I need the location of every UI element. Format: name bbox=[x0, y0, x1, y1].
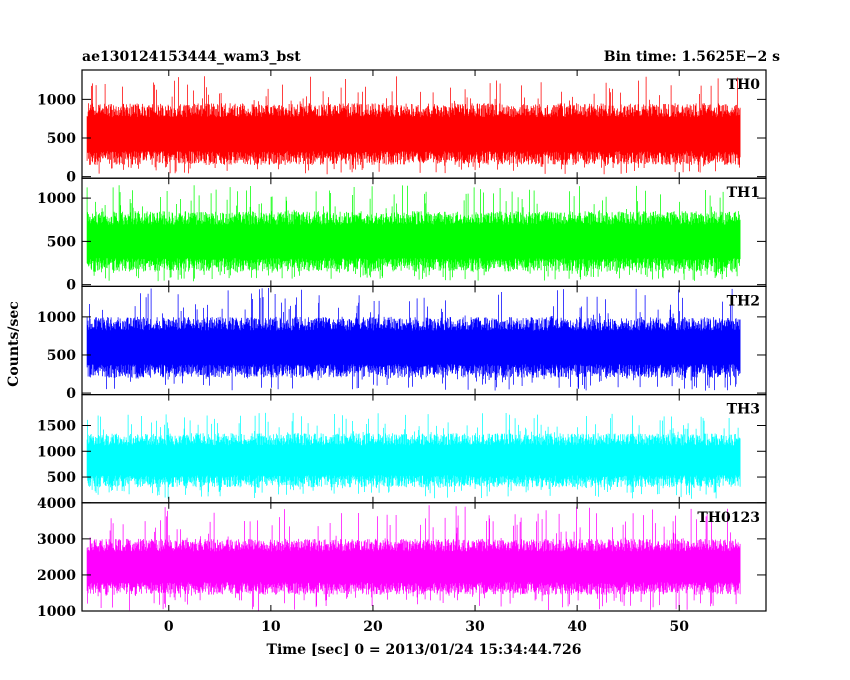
series-label-th0123: TH0123 bbox=[697, 510, 760, 526]
y-tick-label: 1000 bbox=[37, 191, 76, 207]
y-tick-label: 1000 bbox=[37, 444, 76, 460]
y-tick-label: 500 bbox=[47, 470, 76, 486]
y-axis-title: Counts/sec bbox=[6, 301, 22, 387]
y-tick-label: 0 bbox=[66, 170, 76, 186]
series-trace-th0 bbox=[86, 76, 741, 175]
panel-th1: 0 500 1000 TH1 bbox=[37, 177, 767, 294]
y-tick-label: 0 bbox=[66, 278, 76, 294]
x-tick-label: 50 bbox=[669, 619, 689, 635]
x-tick-label: 20 bbox=[363, 619, 383, 635]
y-tick-label: 2000 bbox=[37, 568, 76, 584]
series-trace-th1 bbox=[86, 185, 741, 282]
panel-th2: 0 500 1000 TH2 bbox=[37, 285, 767, 402]
panel-th3: 500 1000 1500 TH3 bbox=[37, 394, 767, 504]
x-tick-label: 40 bbox=[567, 619, 587, 635]
y-tick-label: 1000 bbox=[37, 92, 76, 108]
y-tick-label: 0 bbox=[66, 386, 76, 402]
y-tick-label: 1000 bbox=[37, 604, 76, 620]
plot-title: ae130124153444_wam3_bst bbox=[82, 49, 301, 65]
series-label-th1: TH1 bbox=[727, 185, 760, 201]
series-trace-th0123 bbox=[86, 505, 741, 611]
panel-frame bbox=[81, 502, 767, 612]
y-tick-label: 3000 bbox=[37, 532, 76, 548]
x-axis-title: Time [sec] 0 = 2013/01/24 15:34:44.726 bbox=[267, 642, 582, 658]
x-tick-label: 30 bbox=[465, 619, 485, 635]
x-tick-label: 10 bbox=[261, 619, 281, 635]
panel-th0123: 1000 2000 3000 4000 TH0123 bbox=[37, 496, 767, 620]
y-tick-label: 500 bbox=[47, 348, 76, 364]
x-tick-label: 0 bbox=[164, 619, 174, 635]
series-label-th3: TH3 bbox=[727, 402, 760, 418]
panel-th0: 0 500 1000 TH0 bbox=[37, 69, 767, 186]
y-tick-label: 4000 bbox=[37, 496, 76, 512]
series-trace-th2 bbox=[86, 288, 741, 391]
y-tick-label: 500 bbox=[47, 234, 76, 250]
y-tick-label: 1000 bbox=[37, 310, 76, 326]
y-tick-label: 1500 bbox=[37, 419, 76, 435]
bin-time-label: Bin time: 1.5625E−2 s bbox=[604, 49, 780, 65]
y-tick-label: 500 bbox=[47, 131, 76, 147]
series-label-th0: TH0 bbox=[727, 77, 761, 93]
series-label-th2: TH2 bbox=[727, 293, 760, 309]
series-trace-th3 bbox=[86, 412, 741, 499]
